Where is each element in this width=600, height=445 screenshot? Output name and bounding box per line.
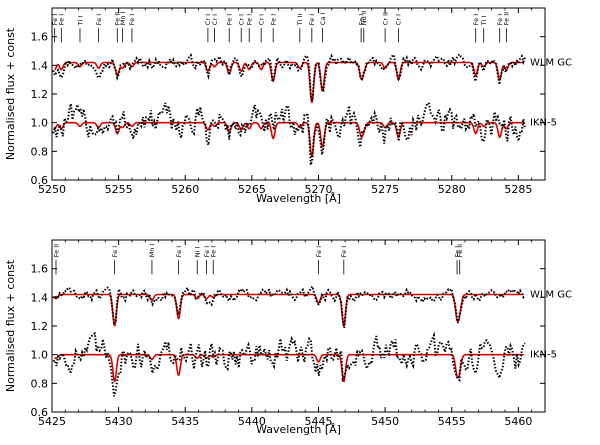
y-tick-label: 1.6 <box>31 263 49 276</box>
x-tick-label: 5265 <box>238 183 266 196</box>
line-id-label: Cr II <box>381 12 389 25</box>
series-label: WLM GC <box>530 57 572 68</box>
y-axis-title: Normalised flux + const <box>4 259 17 392</box>
y-tick-label: 1.4 <box>31 59 49 72</box>
y-tick-label: 1.0 <box>31 117 49 130</box>
line-id-label: Fe I <box>340 246 348 257</box>
x-tick-label: 5425 <box>38 415 66 428</box>
x-tick-label: 5450 <box>371 415 399 428</box>
y-tick-label: 0.6 <box>31 174 49 187</box>
line-id-label: Cr I <box>257 14 265 25</box>
observed-line-ikn-5 <box>52 331 526 397</box>
line-id-label: Fe II <box>52 244 60 257</box>
line-id-label: Fe I <box>308 14 316 25</box>
x-tick-label: 5280 <box>438 183 466 196</box>
line-id-label: Fe I <box>496 14 504 25</box>
line-id-label: Fe I <box>128 14 136 25</box>
line-id-label: Ti II <box>296 14 304 27</box>
y-tick-label: 1.6 <box>31 31 49 44</box>
line-id-label: Fe I <box>246 14 254 25</box>
x-tick-label: 5445 <box>304 415 332 428</box>
line-id-label: Nd II <box>360 10 368 25</box>
line-id-label: Fe I <box>58 14 66 25</box>
y-tick-label: 1.2 <box>31 88 49 101</box>
line-id-label: Mn I <box>119 11 127 25</box>
x-tick-label: 5455 <box>438 415 466 428</box>
line-id-label: Fe II <box>456 244 464 257</box>
line-id-label: Fe I <box>51 14 59 25</box>
line-id-label: Fe I <box>210 246 218 257</box>
series-label: WLM GC <box>530 289 572 300</box>
x-tick-label: 5270 <box>304 183 332 196</box>
line-id-label: Fe I <box>226 14 234 25</box>
model-line-ikn-5 <box>54 121 524 158</box>
line-id-label: Fe II <box>114 12 122 25</box>
line-id-label: Fe I <box>269 14 277 25</box>
line-id-label: Ti I <box>480 16 488 27</box>
x-tick-label: 5285 <box>504 183 532 196</box>
y-tick-label: 1.4 <box>31 291 49 304</box>
x-tick-label: 5275 <box>371 183 399 196</box>
observed-line-wlm-gc <box>52 284 526 329</box>
y-tick-label: 1.2 <box>31 320 49 333</box>
line-id-label: Fe I <box>175 246 183 257</box>
x-tick-label: 5440 <box>238 415 266 428</box>
y-tick-label: 0.8 <box>31 377 49 390</box>
line-id-label: Cr I <box>211 14 219 25</box>
y-tick-label: 0.8 <box>31 145 49 158</box>
x-axis-title: Wavelength [Å] <box>256 192 341 205</box>
x-tick-label: 5260 <box>171 183 199 196</box>
model-line-wlm-gc <box>54 293 524 327</box>
line-id-label: Fe I <box>453 246 461 257</box>
x-tick-label: 5250 <box>38 183 66 196</box>
line-id-label: Ni I <box>194 246 202 257</box>
model-line-ikn-5 <box>54 353 524 382</box>
y-tick-label: 0.6 <box>31 406 49 419</box>
line-id-label: Cr I <box>395 14 403 25</box>
plot-frame <box>51 7 546 181</box>
x-axis-title: Wavelength [Å] <box>256 423 341 436</box>
line-id-label: Fe I <box>111 246 119 257</box>
x-tick-label: 5460 <box>504 415 532 428</box>
line-id-label: Fe I <box>315 246 323 257</box>
y-axis-title: Normalised flux + const <box>4 27 17 160</box>
x-tick-label: 5255 <box>105 183 133 196</box>
line-id-label: Fe II <box>503 12 511 25</box>
line-id-label: Fe I <box>357 14 365 25</box>
y-tick-label: 1.0 <box>31 349 49 362</box>
observed-line-wlm-gc <box>52 52 526 101</box>
line-id-label: Cr I <box>238 14 246 25</box>
line-id-label: Fe I <box>95 14 103 25</box>
line-id-label: Fe I <box>203 246 211 257</box>
line-id-label: Ca I <box>319 13 327 26</box>
plot-frame <box>51 239 546 413</box>
line-id-label: Fe I <box>472 14 480 25</box>
line-id-label: Cr I <box>204 14 212 25</box>
observed-line-ikn-5 <box>52 101 526 166</box>
x-tick-label: 5435 <box>171 415 199 428</box>
line-id-label: Mn I <box>148 243 156 257</box>
line-id-label: Ti I <box>76 16 84 27</box>
x-tick-label: 5430 <box>105 415 133 428</box>
